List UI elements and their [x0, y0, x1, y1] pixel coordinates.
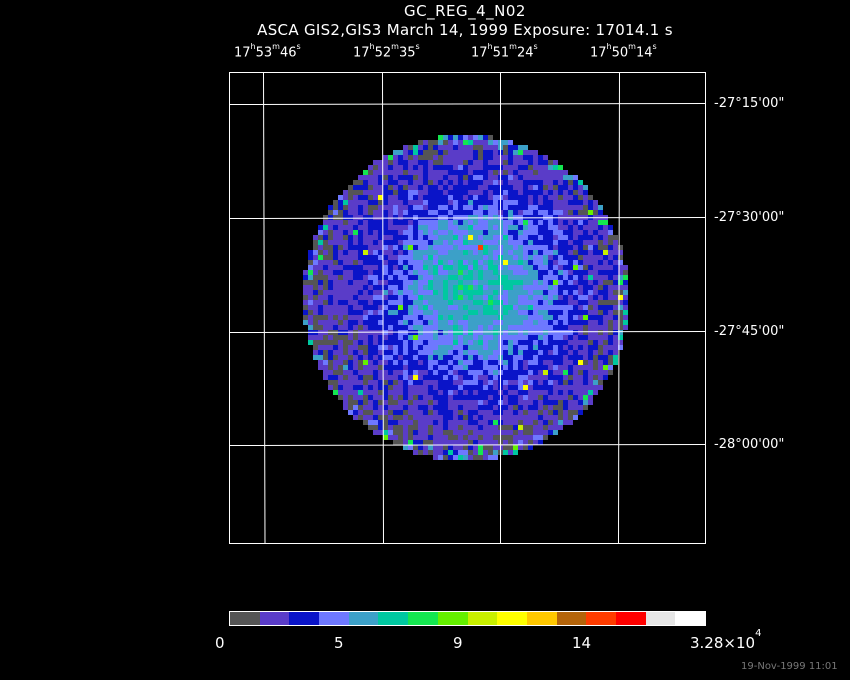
dec-gridline-1	[229, 103, 706, 105]
colorbar-segment	[675, 612, 705, 625]
colorbar-segment	[348, 612, 379, 625]
colorbar-segment	[437, 612, 468, 625]
dec-gridline-3	[229, 331, 706, 333]
colorbar-segment	[645, 612, 676, 625]
ra-label-3: 17h51m24s	[471, 42, 538, 61]
ra-gridline-1	[263, 72, 266, 544]
ra-label-1: 17h53m46s	[234, 42, 301, 61]
ra-label-4: 17h50m14s	[590, 42, 657, 61]
colorbar-segment	[259, 612, 290, 625]
colorbar-segment	[526, 612, 557, 625]
colorbar-segment	[408, 612, 438, 625]
ra-gridline-2	[382, 72, 384, 544]
xray-count-map	[303, 135, 628, 460]
dec-label-1: -27°15'00"	[714, 96, 785, 111]
colorbar-segment	[497, 612, 527, 625]
image-subtitle: ASCA GIS2,GIS3 March 14, 1999 Exposure: …	[257, 21, 673, 39]
colorbar-segment	[586, 612, 616, 625]
colorbar-label-5: 5	[334, 634, 344, 652]
image-frame	[229, 72, 706, 544]
colorbar-segment	[230, 612, 260, 625]
colorbar-segment	[319, 612, 349, 625]
colorbar-segment	[289, 612, 320, 625]
dec-label-3: -27°45'00"	[714, 324, 785, 339]
colorbar-label-0: 0	[215, 634, 225, 652]
colorbar-label-max: 3.28×104	[690, 628, 762, 652]
coordinate-grid	[229, 72, 706, 544]
colorbar-segment	[467, 612, 498, 625]
image-title: GC_REG_4_N02	[404, 2, 526, 20]
color-scale-bar	[229, 611, 706, 626]
colorbar-segment	[556, 612, 587, 625]
dec-gridline-2	[229, 217, 706, 219]
colorbar-label-14: 14	[572, 634, 592, 652]
dec-label-2: -27°30'00"	[714, 210, 785, 225]
colorbar-label-9: 9	[453, 634, 463, 652]
dec-gridline-4	[229, 444, 706, 446]
colorbar-segment	[378, 612, 409, 625]
ra-label-2: 17h52m35s	[353, 42, 420, 61]
timestamp: 19-Nov-1999 11:01	[741, 661, 838, 672]
colorbar-segment	[615, 612, 646, 625]
dec-label-4: -28°00'00"	[714, 437, 785, 452]
ra-gridline-4	[618, 72, 620, 544]
